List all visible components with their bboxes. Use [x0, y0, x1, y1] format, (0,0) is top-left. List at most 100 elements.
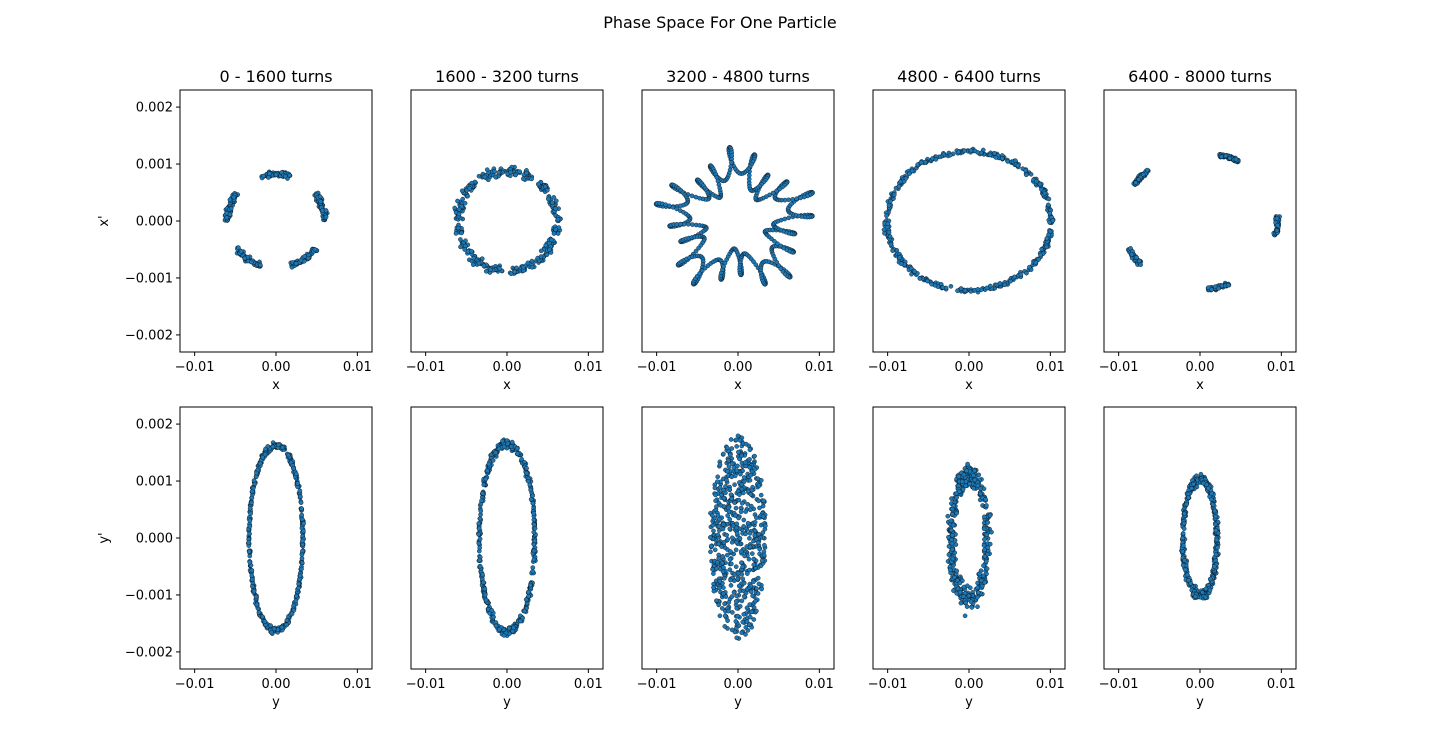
scatter-point [751, 617, 757, 622]
x-tick-label: 0.01 [1267, 360, 1296, 375]
scatter-point [743, 460, 748, 465]
scatter-point [739, 571, 745, 577]
panel-title: 1600 - 3200 turns [435, 67, 579, 86]
scatter-point [689, 193, 695, 199]
scatter-point [489, 608, 495, 613]
scatter-point [249, 500, 254, 506]
scatter-points [1126, 152, 1282, 293]
scatter-point [1044, 244, 1049, 250]
scatter-point [1191, 481, 1196, 487]
scatter-points [1179, 471, 1221, 601]
scatter-point [727, 557, 733, 562]
scatter-point [246, 549, 252, 554]
panel-r1-c2: −0.01 0.00 0.01 y [637, 406, 835, 710]
x-tick-label: −0.01 [868, 677, 908, 692]
scatter-point [962, 148, 967, 153]
x-axis-label: y [965, 695, 973, 710]
scatter-point [966, 593, 972, 599]
scatter-point [1210, 502, 1216, 507]
scatter-point [971, 473, 976, 478]
scatter-point [725, 537, 731, 542]
scatter-point [730, 461, 735, 466]
scatter-point [737, 604, 743, 609]
scatter-point [748, 492, 754, 497]
y-tick-label: 0.002 [136, 418, 173, 433]
scatter-point [297, 573, 303, 579]
scatter-point [1180, 531, 1186, 536]
scatter-point [1184, 501, 1189, 507]
scatter-point [955, 288, 960, 293]
scatter-point [951, 588, 956, 593]
scatter-point [532, 522, 537, 527]
scatter-point [323, 214, 329, 220]
scatter-point [480, 491, 485, 496]
scatter-point [717, 585, 722, 591]
scatter-point [959, 479, 965, 484]
scatter-point [745, 571, 750, 576]
scatter-point [716, 602, 721, 608]
scatter-point [993, 155, 999, 160]
scatter-point [739, 482, 745, 487]
scatter-point [1200, 590, 1205, 595]
scatter-point [722, 613, 728, 619]
scatter-point [1005, 159, 1010, 164]
scatter-point [726, 509, 732, 514]
scatter-point [733, 564, 739, 569]
scatter-point [717, 462, 723, 467]
panel-title: 6400 - 8000 turns [1128, 67, 1272, 86]
scatter-point [735, 613, 740, 619]
panel-r0-c3: −0.01 0.00 0.01 x 4800 - 6400 turns [868, 67, 1066, 393]
scatter-point [727, 526, 733, 532]
scatter-point [887, 234, 893, 239]
scatter-point [1180, 535, 1185, 541]
x-tick-label: −0.01 [175, 677, 215, 692]
scatter-point [720, 606, 725, 611]
scatter-point [978, 150, 984, 156]
scatter-point [754, 515, 759, 520]
scatter-point [760, 530, 766, 535]
scatter-point [733, 437, 739, 443]
scatter-point [1214, 537, 1220, 543]
scatter-point [962, 288, 968, 293]
scatter-point [528, 487, 533, 493]
scatter-point [747, 464, 752, 470]
scatter-point [964, 468, 969, 474]
scatter-point [717, 485, 723, 490]
scatter-point [1036, 257, 1041, 262]
panel-title: 3200 - 4800 turns [666, 67, 810, 86]
scatter-point [725, 552, 730, 558]
scatter-point [736, 515, 741, 521]
scatter-point [954, 568, 959, 574]
scatter-point [731, 590, 737, 595]
scatter-point [933, 157, 939, 162]
scatter-point [462, 247, 467, 252]
scatter-point [299, 560, 305, 566]
scatter-point [745, 520, 751, 526]
scatter-point [1181, 526, 1187, 531]
scatter-point [535, 255, 540, 261]
scatter-point [713, 498, 718, 504]
scatter-point [734, 605, 739, 611]
scatter-point [751, 579, 756, 585]
scatter-point [686, 222, 691, 227]
scatter-point [249, 568, 255, 573]
scatter-point [476, 532, 481, 537]
scatter-point [293, 261, 299, 266]
scatter-point [254, 602, 260, 607]
scatter-point [948, 284, 954, 289]
scatter-point [1140, 172, 1146, 177]
scatter-point [761, 498, 766, 504]
scatter-point [962, 613, 968, 619]
scatter-point [249, 259, 254, 265]
scatter-point [549, 237, 554, 243]
scatter-point [752, 453, 757, 459]
x-tick-label: 0.00 [1186, 360, 1215, 375]
x-tick-label: 0.00 [724, 360, 753, 375]
scatter-point [505, 441, 510, 447]
scatter-point [302, 254, 307, 259]
x-tick-label: 0.01 [1036, 677, 1065, 692]
scatter-point [929, 281, 934, 287]
scatter-point [751, 556, 757, 562]
scatter-point [956, 489, 962, 494]
y-tick-label: 0.001 [136, 158, 173, 173]
